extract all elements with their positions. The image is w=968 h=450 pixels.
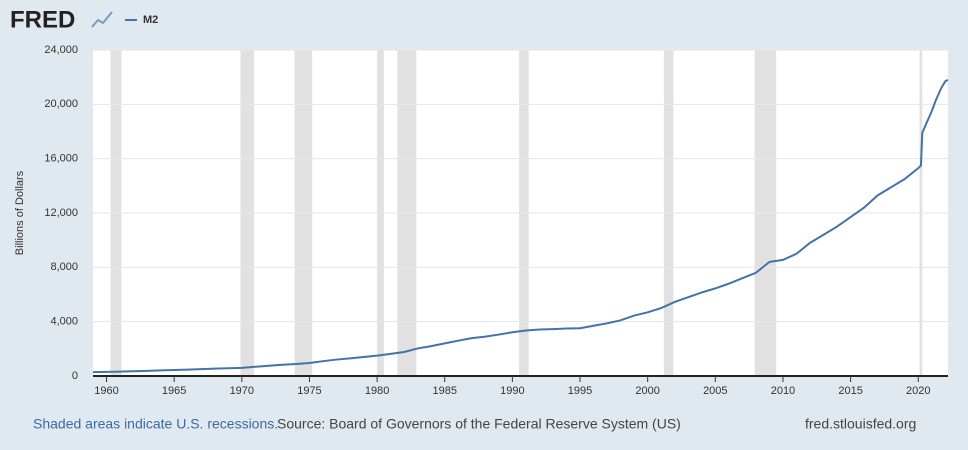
source: Source: Board of Governors of the Federa…: [277, 416, 681, 432]
x-tick-label: 1970: [230, 385, 254, 397]
x-tick-label: 2020: [906, 385, 930, 397]
x-tick-label: 1990: [500, 385, 524, 397]
x-tick-label: 1980: [365, 385, 389, 397]
x-tick-label: 1995: [568, 385, 592, 397]
site[interactable]: fred.stlouisfed.org: [805, 416, 916, 432]
x-tick-label: 2000: [635, 385, 659, 397]
logo[interactable]: FRED: [10, 6, 75, 33]
legend-entry: M2: [143, 14, 158, 26]
x-tick-label: 1965: [162, 385, 186, 397]
recession-note[interactable]: Shaded areas indicate U.S. recessions.: [33, 416, 278, 432]
x-tick-label: 1960: [94, 385, 118, 397]
x-tick-label: 1975: [297, 385, 321, 397]
y-tick-label: 12,000: [44, 207, 78, 219]
y-tick-label: 8,000: [50, 261, 78, 273]
x-tick-label: 2010: [771, 385, 795, 397]
plot-area: 0 4,000 8,000 12,000 16,000 20,000 24,000 1960 1…: [44, 44, 949, 397]
x-tick-label: 1985: [432, 385, 456, 397]
x-tick-label: 2015: [838, 385, 862, 397]
y-tick-label: 16,000: [44, 153, 78, 165]
y-tick-label: 0: [72, 370, 78, 382]
series-line: [92, 78, 949, 374]
x-tick-label: 2005: [703, 385, 727, 397]
y-tick-label: 20,000: [44, 98, 78, 110]
logo-icon: [91, 11, 113, 28]
y-axis-label: Billions of Dollars: [14, 170, 26, 255]
y-tick-label: 24,000: [44, 44, 78, 56]
y-tick-label: 4,000: [50, 316, 78, 328]
